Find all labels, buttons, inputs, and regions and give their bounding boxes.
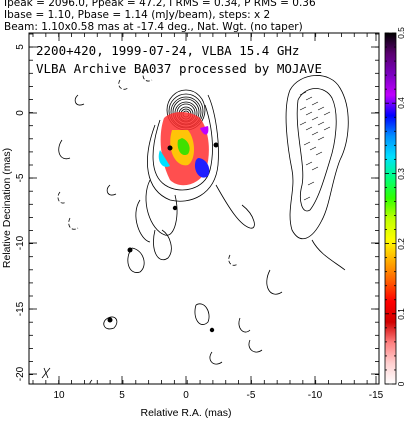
- y-axis-label: Relative Decination (mas): [1, 148, 13, 268]
- axis-ticks: [29, 33, 379, 384]
- colorbar-tick-label: 0.3: [396, 168, 406, 180]
- y-tick-label: -5: [15, 173, 26, 182]
- colorbar-tick-label: 0.1: [396, 308, 406, 320]
- header-line-2: Ibase = 1.10, Pbase = 1.14 (mJy/beam), s…: [4, 9, 271, 21]
- header-line-1: Ipeak = 2096.0, Ppeak = 47.2, I RMS = 0.…: [4, 0, 316, 9]
- y-tick-label: 0: [15, 110, 26, 116]
- colorbar-tick-label: 0: [396, 381, 406, 386]
- beam-marker: [41, 367, 51, 379]
- y-tick-labels: 5 0 -5 -10 -15 -20: [15, 44, 26, 381]
- header-line-3: Beam: 1.10x0.58 mas at -17.4 deg., Nat. …: [4, 21, 303, 33]
- colorbar-ticks: [385, 32, 396, 385]
- x-tick-labels: 10 5 0 -5 -10 -15: [53, 390, 383, 401]
- y-tick-label: -20: [15, 366, 26, 381]
- intensity-contour-map: [57, 69, 349, 384]
- colorbar: [384, 32, 397, 385]
- component-markers: [107, 142, 219, 333]
- colorbar-tick-label: 0.4: [396, 97, 406, 109]
- x-tick-label: -10: [308, 390, 323, 401]
- map-title-line-1: 2200+420, 1999-07-24, VLBA 15.4 GHz: [36, 43, 299, 58]
- map-title-line-2: VLBA Archive BA037 processed by MOJAVE: [36, 61, 322, 76]
- polarization-vectors: [299, 91, 331, 201]
- x-tick-label: 5: [119, 390, 125, 401]
- colorbar-tick-label: 0.2: [396, 238, 406, 250]
- y-tick-label: -10: [15, 235, 26, 250]
- colorbar-tick-labels: 0.5 0.4 0.3 0.2 0.1 0: [396, 27, 406, 387]
- x-axis-label: Relative R.A. (mas): [140, 407, 231, 419]
- y-tick-label: -15: [15, 301, 26, 316]
- x-tick-label: 0: [183, 390, 189, 401]
- y-tick-label: 5: [15, 44, 26, 50]
- x-tick-label: -5: [247, 390, 256, 401]
- plot-frame: [28, 32, 380, 385]
- colorbar-tick-label: 0.5: [396, 27, 406, 39]
- x-tick-label: -15: [369, 390, 384, 401]
- x-tick-label: 10: [53, 390, 65, 401]
- polarization-color-overlay: [158, 112, 210, 186]
